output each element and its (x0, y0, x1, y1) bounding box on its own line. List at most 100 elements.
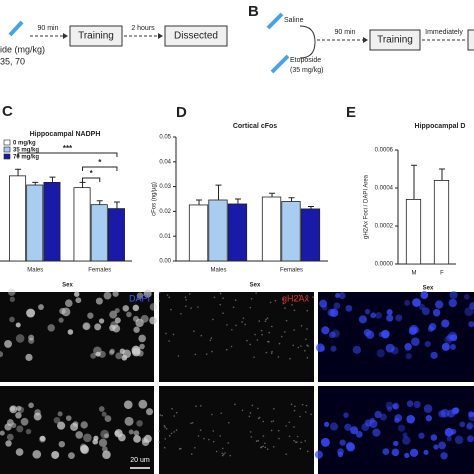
nucleus (285, 425, 287, 427)
nucleus (15, 448, 24, 456)
nucleus (423, 404, 433, 413)
nucleus (404, 452, 410, 458)
nucleus (9, 316, 15, 323)
nucleus (306, 450, 309, 453)
nucleus (320, 437, 330, 447)
nucleus (393, 440, 399, 447)
nucleus (440, 452, 448, 460)
nucleus (166, 294, 169, 296)
nucleus (58, 317, 64, 323)
bar (281, 201, 301, 262)
nucleus (241, 321, 243, 323)
nucleus (10, 406, 16, 412)
nucleus (133, 326, 140, 333)
nucleus (93, 435, 99, 441)
nucleus (158, 441, 160, 444)
nucleus (122, 305, 130, 312)
nucleus (140, 314, 149, 323)
nucleus (466, 421, 474, 429)
nucleus (65, 415, 72, 421)
nucleus (404, 343, 412, 351)
nucleus (230, 345, 233, 348)
nucleus (379, 413, 387, 421)
nucleus (330, 422, 339, 431)
nucleus (413, 400, 421, 409)
nucleus (285, 453, 288, 455)
nucleus (83, 433, 92, 443)
nucleus (47, 324, 55, 332)
nucleus (68, 452, 75, 460)
nucleus (20, 417, 29, 426)
nucleus (163, 446, 166, 449)
scale-bar-label: 20 um (130, 457, 150, 464)
nucleus (306, 328, 308, 330)
nucleus (260, 329, 263, 332)
panel-label: C (2, 103, 13, 120)
chart-title: Hippocampal NADPH (30, 131, 101, 138)
nucleus (177, 355, 180, 357)
nucleus (98, 318, 105, 324)
nucleus (372, 428, 381, 437)
nucleus (7, 288, 16, 296)
nucleus (121, 354, 128, 361)
nucleus (301, 403, 304, 406)
nucleus (229, 454, 232, 457)
nucleus (138, 399, 148, 409)
nucleus (203, 437, 205, 440)
nucleus (260, 446, 263, 448)
nucleus (335, 293, 341, 299)
nucleus (289, 357, 291, 360)
error-bar (215, 184, 222, 200)
error-bar (288, 197, 295, 202)
nucleus (306, 295, 308, 297)
nucleus (370, 312, 377, 319)
nucleus (87, 312, 94, 319)
micrographs: DAPI gH2Ax 20 um (0, 288, 474, 474)
nucleus (296, 441, 298, 443)
nucleus (333, 302, 341, 310)
nucleus (314, 450, 323, 459)
nucleus (184, 296, 187, 299)
nucleus (255, 440, 258, 442)
y-tick-label: 0.01 (159, 234, 171, 240)
nucleus (211, 413, 213, 416)
nucleus (39, 435, 46, 442)
nucleus (190, 307, 192, 309)
micrograph (159, 386, 314, 474)
nucleus (324, 421, 330, 427)
nucleus (219, 292, 222, 295)
y-tick-label: 0.00 (159, 259, 171, 265)
bar (300, 208, 321, 262)
nucleus (381, 329, 390, 339)
nucleus (352, 345, 361, 355)
x-axis-label: Sex (423, 286, 434, 292)
nucleus (211, 350, 213, 353)
bar (26, 184, 44, 262)
nucleus (294, 405, 296, 408)
nucleus (75, 297, 82, 304)
nucleus (25, 353, 33, 362)
nucleus (242, 317, 245, 319)
nucleus (454, 435, 464, 445)
step-box (467, 29, 474, 51)
nucleus (264, 320, 267, 323)
nucleus (138, 334, 146, 343)
nucleus (411, 337, 420, 346)
nucleus (402, 436, 411, 445)
nucleus (404, 299, 411, 306)
nucleus (112, 324, 121, 333)
nucleus (57, 421, 66, 430)
nucleus (430, 351, 438, 359)
nucleus (15, 322, 21, 328)
nucleus (425, 415, 433, 422)
nucleus (161, 414, 163, 417)
nucleus (264, 442, 266, 445)
nucleus (272, 420, 275, 422)
nucleus (98, 350, 106, 358)
nucleus (139, 343, 145, 350)
nucleus (385, 343, 395, 353)
nucleus (449, 290, 458, 300)
error-bar (234, 198, 241, 204)
nucleus (5, 440, 12, 447)
error-bar (49, 176, 56, 183)
